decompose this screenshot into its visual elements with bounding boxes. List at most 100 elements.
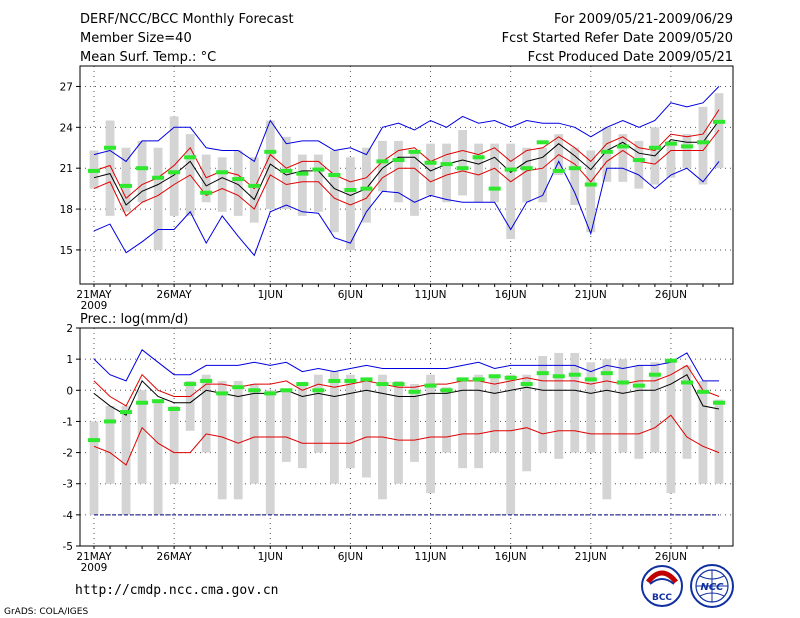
prec-obs-marker bbox=[488, 374, 501, 379]
prec-range-box bbox=[201, 374, 211, 453]
temp-obs-marker bbox=[584, 182, 597, 187]
temp-range-box bbox=[698, 106, 708, 185]
temp-obs-marker bbox=[568, 166, 581, 171]
prec-ensemble-mean-line bbox=[93, 374, 720, 416]
prec-xtick-label: 6JUN bbox=[338, 551, 363, 563]
prec-range-box bbox=[442, 387, 451, 453]
prec-obs-marker bbox=[472, 377, 485, 382]
prec-upper-envelope-line bbox=[93, 349, 719, 382]
prec-range-box bbox=[329, 371, 339, 484]
prec-range-box bbox=[682, 365, 692, 459]
temp-obs-marker bbox=[168, 170, 181, 175]
prec-range-box bbox=[121, 405, 131, 515]
prec-ytick-label: -2 bbox=[63, 448, 73, 460]
prec-obs-marker bbox=[632, 383, 645, 388]
temp-obs-marker bbox=[616, 144, 629, 149]
prec-range-box bbox=[618, 359, 628, 453]
temp-obs-marker bbox=[632, 158, 645, 163]
temp-range-box bbox=[426, 143, 435, 196]
temp-obs-marker bbox=[280, 168, 293, 173]
temp-obs-marker bbox=[248, 183, 261, 188]
prec-ytick-label: 1 bbox=[66, 354, 73, 366]
temp-obs-marker bbox=[536, 140, 549, 145]
header-variable: Mean Surf. Temp.: °C bbox=[80, 50, 216, 65]
ncc-logo: NCC bbox=[690, 564, 734, 608]
prec-xtick-label: 26JUN bbox=[655, 551, 687, 563]
prec-range-box bbox=[249, 384, 259, 484]
temp-obs-marker bbox=[648, 145, 661, 150]
prec-obs-marker bbox=[152, 399, 165, 404]
prec-range-box bbox=[362, 377, 371, 478]
bcc-logo: BCC bbox=[641, 565, 683, 607]
prec-ytick-label: 2 bbox=[66, 323, 73, 335]
prec-frame bbox=[79, 327, 734, 547]
prec-obs-marker bbox=[584, 377, 597, 382]
prec-range-box bbox=[554, 352, 564, 459]
temp-range-box bbox=[538, 147, 548, 203]
temp-range-box bbox=[121, 147, 131, 212]
temp-range-box bbox=[618, 134, 628, 182]
prec-obs-marker bbox=[280, 388, 293, 393]
temp-obs-marker bbox=[472, 155, 485, 160]
prec-range-box bbox=[714, 399, 724, 484]
temp-range-box bbox=[169, 116, 179, 216]
prec-range-box bbox=[394, 380, 403, 484]
prec-obs-marker bbox=[520, 382, 533, 387]
prec-obs-marker bbox=[328, 378, 341, 383]
header-produced-date: Fcst Produced Date 2009/05/21 bbox=[528, 50, 733, 65]
temp-range-box bbox=[586, 150, 596, 233]
temp-obs-marker bbox=[120, 183, 133, 188]
prec-obs-marker bbox=[440, 388, 453, 393]
temp-xtick-label: 11JUN bbox=[415, 289, 447, 301]
temp-obs-marker bbox=[152, 175, 165, 180]
temp-lower-envelope-line bbox=[93, 160, 720, 257]
temp-ytick-label: 15 bbox=[60, 245, 73, 257]
temp-range-box bbox=[362, 147, 371, 223]
prec-obs-marker bbox=[568, 372, 581, 377]
prec-range-box bbox=[297, 384, 307, 469]
temp-range-box bbox=[346, 157, 355, 250]
temp-obs-marker bbox=[216, 170, 229, 175]
temp-range-box bbox=[666, 140, 676, 178]
prec-obs-marker bbox=[296, 382, 309, 387]
prec-obs-marker bbox=[456, 377, 469, 382]
temp-obs-marker bbox=[360, 186, 373, 191]
temp-obs-marker bbox=[232, 177, 245, 182]
temp-obs-marker bbox=[376, 159, 389, 164]
prec-obs-marker bbox=[696, 389, 709, 394]
temp-obs-marker bbox=[312, 167, 325, 172]
temp-range-box bbox=[490, 143, 500, 203]
prec-obs-marker bbox=[600, 371, 613, 376]
temp-range-box bbox=[410, 150, 419, 216]
temp-range-box bbox=[233, 150, 243, 216]
temp-xtick-label: 26MAY bbox=[157, 289, 193, 301]
prec-range-box bbox=[233, 380, 243, 500]
prec-range-box bbox=[586, 362, 596, 453]
prec-range-box bbox=[650, 362, 660, 453]
prec-obs-marker bbox=[392, 382, 405, 387]
temp-lower-spread-line bbox=[93, 129, 720, 217]
temp-range-box bbox=[634, 140, 644, 189]
prec-xtick-label: 11JUN bbox=[415, 551, 447, 563]
temp-range-box bbox=[458, 130, 467, 196]
header-start-date: Fcst Started Refer Date 2009/05/20 bbox=[502, 31, 733, 46]
prec-obs-marker bbox=[680, 380, 693, 385]
prec-obs-marker bbox=[648, 372, 661, 377]
temp-ytick-label: 24 bbox=[60, 122, 74, 134]
temp-obs-marker bbox=[296, 171, 309, 176]
footer-url[interactable]: http://cmdp.ncc.cma.gov.cn bbox=[75, 583, 279, 598]
temp-obs-marker bbox=[440, 162, 453, 167]
temp-obs-marker bbox=[200, 190, 213, 195]
temp-range-box bbox=[570, 147, 580, 205]
temp-obs-marker bbox=[488, 186, 501, 191]
temp-upper-spread-line bbox=[93, 109, 720, 199]
prec-lower-spread-line bbox=[93, 414, 720, 466]
prec-range-box bbox=[313, 374, 323, 453]
temp-range-box bbox=[474, 143, 484, 203]
prec-range-box bbox=[474, 374, 484, 469]
grads-credit: GrADS: COLA/IGES bbox=[4, 607, 88, 617]
temp-ensemble-mean-line bbox=[93, 120, 720, 206]
prec-obs-marker bbox=[536, 371, 549, 376]
